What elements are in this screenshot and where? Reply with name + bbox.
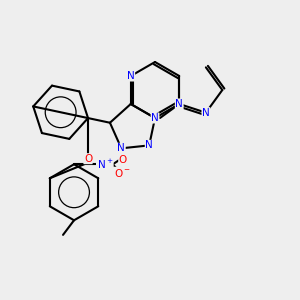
Text: $\mathregular{O^-}$: $\mathregular{O^-}$ — [114, 167, 131, 179]
Text: O: O — [84, 154, 92, 164]
Text: N: N — [127, 71, 135, 81]
Text: O: O — [119, 155, 127, 165]
Text: N: N — [118, 143, 125, 153]
Text: N: N — [176, 99, 183, 109]
Text: N: N — [202, 108, 210, 118]
Text: $\mathregular{N^+}$: $\mathregular{N^+}$ — [97, 158, 113, 171]
Text: N: N — [151, 113, 159, 123]
Text: N: N — [145, 140, 153, 150]
